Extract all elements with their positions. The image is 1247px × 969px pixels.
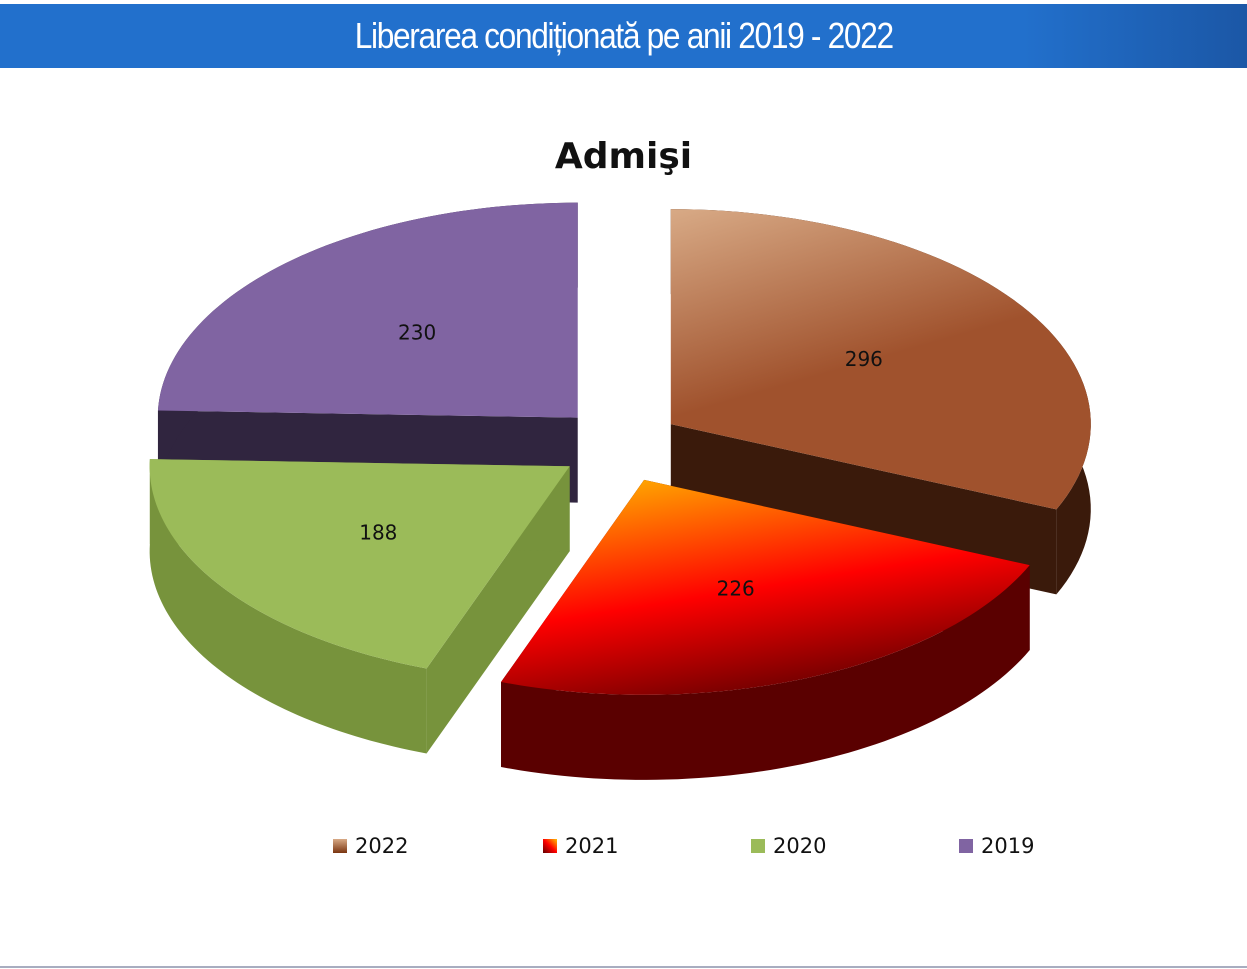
legend-swatch-2019 [959,839,973,853]
data-label-2022: 296 [845,347,883,371]
data-label-2019: 230 [398,321,436,345]
slice-top-face [501,479,1030,695]
legend-item-2019: 2019 [959,834,1034,858]
slice-top-face [149,459,570,669]
slice-top-face [670,209,1091,510]
pie-slice-2020: 188 [149,459,570,754]
slice-outer-wall [149,459,427,754]
data-label-2021: 226 [717,576,755,600]
pie-slice-2021: 226 [501,479,1030,780]
legend-label: 2019 [981,834,1035,858]
legend-item-2020: 2020 [751,834,826,858]
slice-outer-wall [501,565,1030,780]
legend-label: 2022 [355,834,409,858]
chart-legend: 2022 2021 2020 2019 [333,834,1053,860]
header-banner: Liberarea condiționată pe anii 2019 - 20… [0,4,1247,68]
legend-item-2021: 2021 [543,834,618,858]
header-title: Liberarea condiționată pe anii 2019 - 20… [354,15,893,56]
legend-item-2022: 2022 [333,834,408,858]
slice-top-face [157,202,578,418]
data-label-2020: 188 [359,521,397,545]
pie-slice-2019: 230 [157,202,578,503]
chart-title: Admişi [554,136,693,177]
legend-label: 2021 [565,834,619,858]
legend-swatch-2021 [543,839,557,853]
legend-swatch-2020 [751,839,765,853]
legend-swatch-2022 [333,839,347,853]
legend-label: 2020 [773,834,827,858]
bottom-divider [0,966,1247,968]
